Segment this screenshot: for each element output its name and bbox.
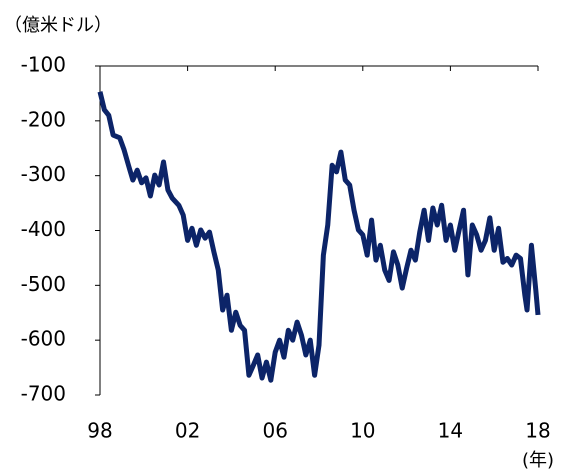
y-unit: （億米ドル） [4, 15, 112, 36]
y-tick-label: -500 [21, 272, 66, 296]
y-tick-label: -700 [21, 382, 66, 406]
line-series [97, 91, 541, 383]
y-tick-label: -100 [21, 53, 66, 77]
x-tick-label: 18 [525, 419, 550, 443]
y-tick-label: -300 [21, 162, 66, 186]
x-tick-label: 02 [175, 419, 200, 443]
y-tick-label: -200 [21, 107, 66, 131]
x-tick-label: 06 [262, 419, 287, 443]
y-tick-label: -600 [21, 327, 66, 351]
x-tick-label: 10 [350, 419, 375, 443]
y-tick-label: -400 [21, 217, 66, 241]
x-unit: (年) [522, 450, 554, 471]
x-tick-label: 98 [87, 419, 112, 443]
x-tick-label: 14 [438, 419, 463, 443]
